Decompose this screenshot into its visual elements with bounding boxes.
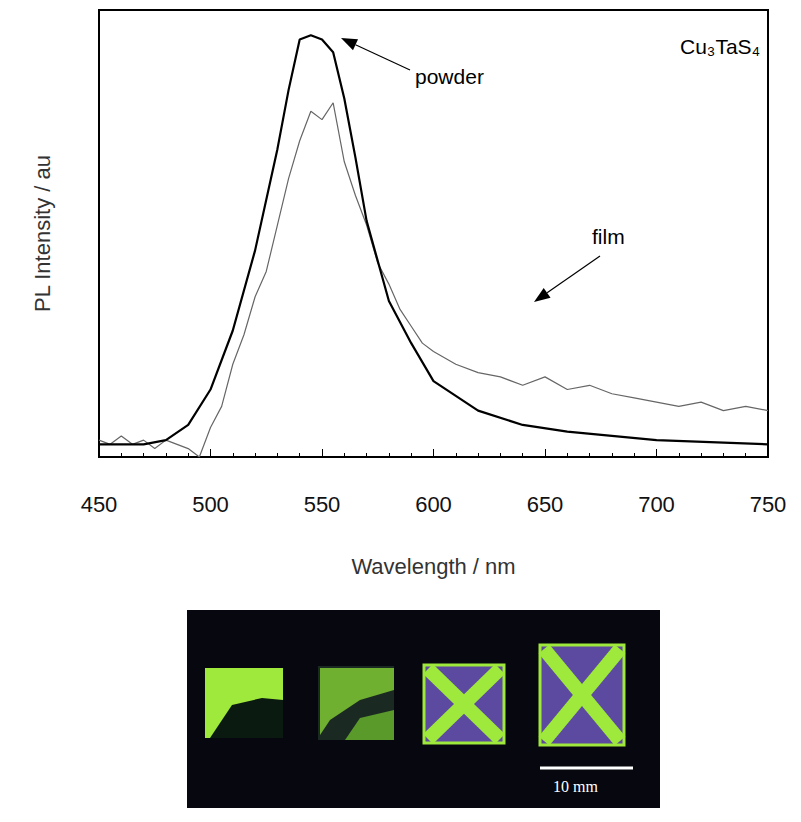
svg-text:750: 750: [750, 492, 787, 517]
svg-text:450: 450: [81, 492, 118, 517]
svg-text:700: 700: [638, 492, 675, 517]
svg-text:550: 550: [304, 492, 341, 517]
svg-text:600: 600: [415, 492, 452, 517]
svg-text:Wavelength / nm: Wavelength / nm: [351, 554, 515, 579]
svg-text:powder: powder: [415, 65, 484, 88]
svg-text:650: 650: [527, 492, 564, 517]
svg-text:500: 500: [192, 492, 229, 517]
svg-text:film: film: [592, 225, 625, 248]
svg-text:10 mm: 10 mm: [553, 778, 598, 795]
svg-text:Cu₃TaS₄: Cu₃TaS₄: [680, 35, 760, 58]
svg-text:PL Intensity / au: PL Intensity / au: [30, 155, 55, 312]
